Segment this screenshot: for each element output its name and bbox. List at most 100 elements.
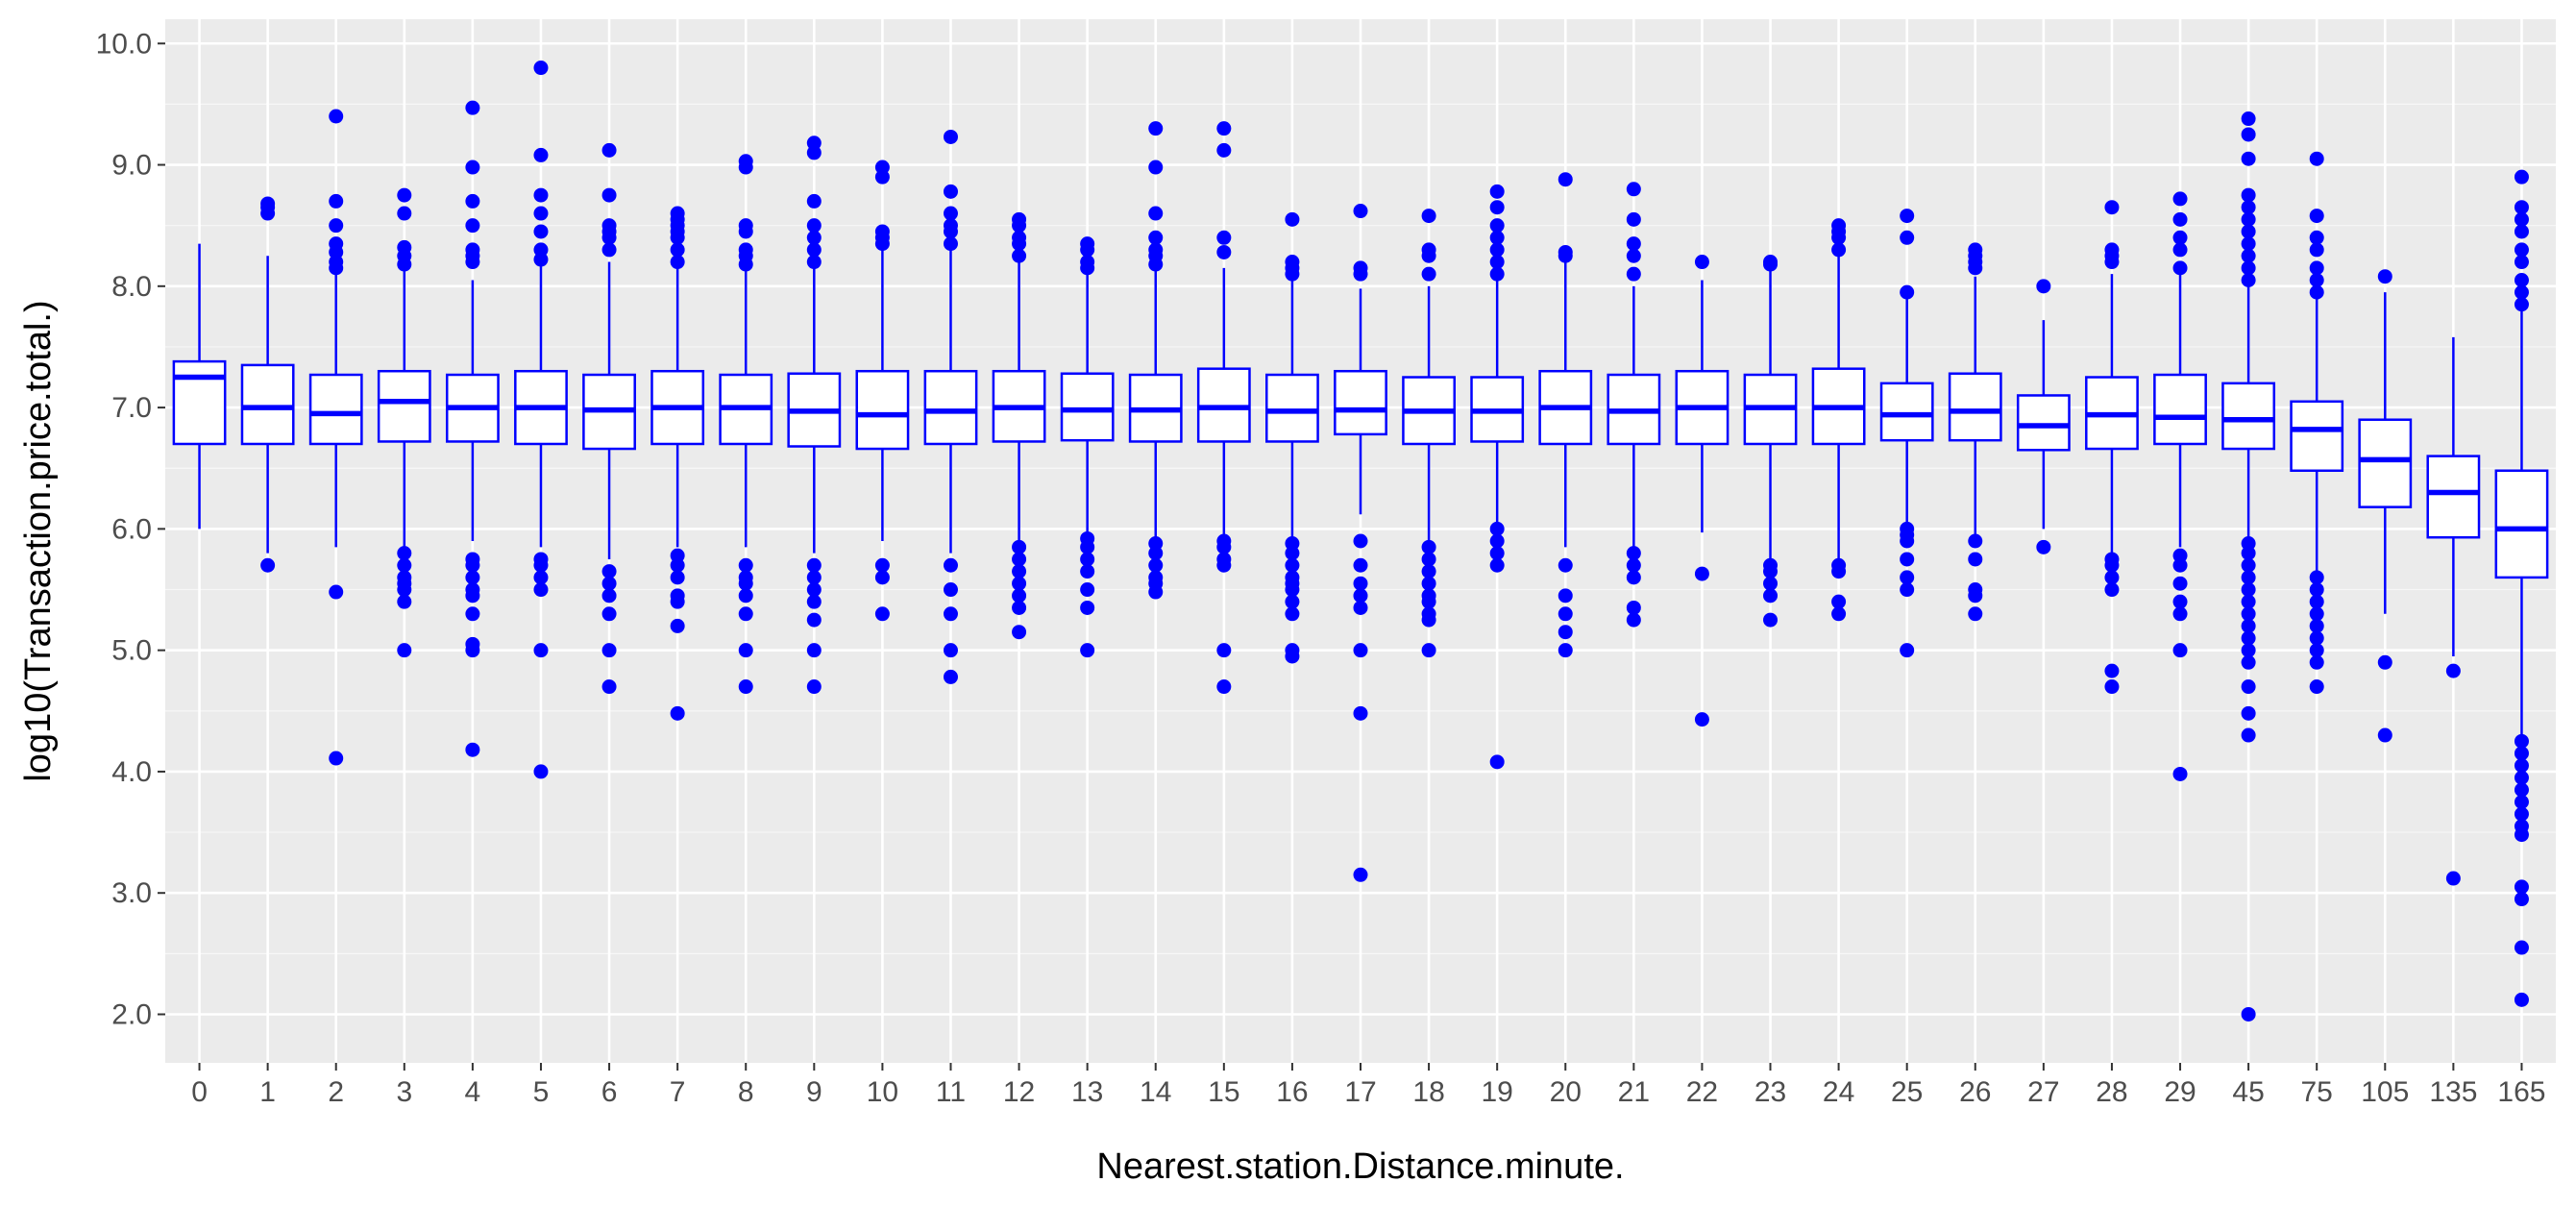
x-tick-label: 14 [1140,1076,1171,1108]
outlier-point [1694,712,1709,727]
x-tick-label: 8 [738,1076,754,1108]
outlier-point [806,193,822,209]
outlier-point [1148,160,1164,175]
box-16 [1265,211,1319,664]
box-75 [2290,151,2344,695]
outlier-point [2377,727,2392,743]
outlier-point [2514,892,2529,907]
box-body [2426,455,2481,539]
outlier-point [465,552,480,567]
x-tick-label: 22 [1686,1076,1718,1108]
box-26 [1948,242,2002,622]
major-gridlines [165,19,2556,1063]
y-tick-label: 9.0 [111,150,152,182]
outlier-point [738,643,753,658]
outlier-point [2241,127,2256,142]
outlier-point [2241,111,2256,127]
box-10 [855,160,910,622]
outlier-point [2309,606,2324,622]
outlier-point [465,570,480,585]
outlier-point [670,588,685,604]
y-axis-title: log10(Transaction.price.total.) [18,300,59,781]
outlier-point [397,239,412,255]
box-24 [1811,218,1866,622]
outlier-point [1421,539,1436,554]
outlier-point [2377,654,2392,670]
outlier-point [670,548,685,563]
outlier-point [1216,552,1232,567]
outlier-point [1626,236,1641,252]
outlier-point [2241,151,2256,166]
outlier-point [397,187,412,203]
outlier-point [1831,606,1847,622]
outlier-point [2104,582,2120,598]
outlier-point [670,705,685,721]
box-135 [2426,336,2481,886]
outlier-point [2241,594,2256,609]
x-tick-label: 18 [1412,1076,1444,1108]
x-tick-label: 28 [2096,1076,2127,1108]
outlier-point [1900,230,1915,245]
outlier-point [601,187,617,203]
outlier-point [738,570,753,585]
outlier-point [533,764,549,779]
outlier-point [2309,679,2324,695]
outlier-point [1353,533,1368,549]
outlier-point [1421,588,1436,604]
x-tick-label: 5 [533,1076,550,1108]
outlier-point [2241,705,2256,721]
outlier-point [329,193,344,209]
outlier-point [806,570,822,585]
x-tick-label: 17 [1344,1076,1376,1108]
outlier-point [2241,557,2256,573]
box-14 [1128,121,1183,600]
box-body [377,369,431,443]
x-tick-label: 9 [806,1076,822,1108]
outlier-point [465,742,480,757]
outlier-point [2309,151,2324,166]
outlier-point [1012,230,1027,245]
outlier-point [1012,211,1027,227]
box-body [308,373,363,446]
outlier-point [738,557,753,573]
outlier-point [397,643,412,658]
outlier-point [806,218,822,234]
outlier-point [1080,564,1095,579]
box-body [2358,418,2413,508]
outlier-point [738,606,753,622]
box-5 [514,61,568,779]
box-body [2290,400,2344,473]
outlier-point [533,206,549,221]
box-body [240,363,295,446]
outlier-point [2514,746,2529,761]
outlier-point [806,643,822,658]
box-body [855,369,910,451]
outlier-point [1489,754,1505,770]
x-tick-label: 16 [1276,1076,1308,1108]
outlier-point [1421,242,1436,258]
box-28 [2085,200,2139,695]
outlier-point [1285,606,1300,622]
x-tick-label: 21 [1618,1076,1650,1108]
outlier-point [329,751,344,766]
outlier-point [1216,121,1232,136]
x-tick-label: 4 [465,1076,481,1108]
outlier-point [1080,643,1095,658]
outlier-point [1421,564,1436,579]
x-tick-label: 165 [2497,1076,2545,1108]
outlier-point [1012,600,1027,615]
outlier-point [1694,566,1709,581]
box-body [172,359,227,446]
outlier-point [1900,209,1915,224]
outlier-point [2309,260,2324,276]
outlier-point [2172,576,2188,591]
outlier-point [738,588,753,604]
x-tick-label: 12 [1003,1076,1035,1108]
outlier-point [2241,582,2256,598]
outlier-point [1012,248,1027,263]
x-tick-label: 26 [1959,1076,1991,1108]
box-105 [2358,269,2413,743]
outlier-point [1558,643,1573,658]
outlier-point [1148,230,1164,245]
outlier-point [806,557,822,573]
